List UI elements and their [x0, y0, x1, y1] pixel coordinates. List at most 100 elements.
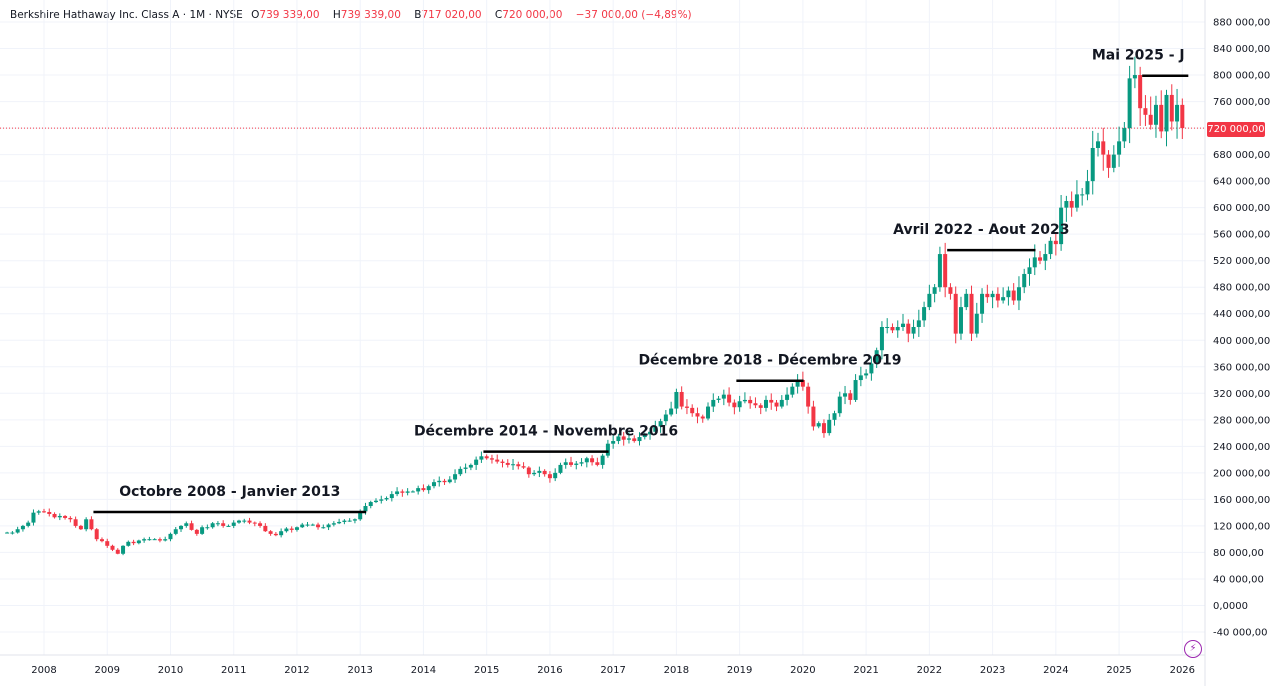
candle-body — [47, 511, 52, 514]
candle-body — [600, 455, 605, 465]
x-tick-label: 2018 — [664, 665, 689, 676]
candle-body — [922, 307, 927, 321]
x-tick-label: 2017 — [600, 665, 625, 676]
candle-body — [437, 480, 442, 483]
candle-body — [669, 408, 674, 415]
y-tick-label: 560 000,00 — [1213, 230, 1270, 241]
y-tick-label: 800 000,00 — [1213, 71, 1270, 82]
candle-body — [690, 407, 695, 414]
y-tick-label: 520 000,00 — [1213, 256, 1270, 267]
candle-body — [221, 523, 226, 526]
candle-body — [337, 521, 342, 524]
symbol-title: Berkshire Hathaway Inc. Class A · 1M · N… — [10, 9, 243, 21]
ohlc-low: B717 020,00 — [414, 9, 486, 21]
candle-body — [563, 462, 568, 465]
y-tick-label: 400 000,00 — [1213, 336, 1270, 347]
candle-body — [579, 462, 584, 464]
candle-body — [995, 293, 1000, 301]
candle-body — [1048, 240, 1053, 255]
candle-body — [969, 293, 974, 334]
candle-body — [626, 438, 631, 440]
candle-body — [658, 421, 663, 427]
candle-body — [642, 434, 647, 438]
candle-body — [247, 520, 252, 523]
candle-body — [368, 502, 373, 507]
candle-body — [1038, 257, 1043, 261]
y-tick-label: 640 000,00 — [1213, 177, 1270, 188]
candle-body — [479, 456, 484, 460]
annotation-label: Octobre 2008 - Janvier 2013 — [119, 484, 340, 500]
candle-body — [1132, 75, 1137, 79]
candle-body — [737, 401, 742, 408]
lightning-icon[interactable]: ⚡ — [1184, 640, 1202, 658]
candle-body — [505, 462, 510, 465]
candle-body — [695, 413, 700, 417]
candle-body — [215, 523, 220, 525]
candle-body — [674, 391, 679, 409]
y-tick-label: 120 000,00 — [1213, 521, 1270, 532]
candle-body — [748, 399, 753, 404]
candle-body — [168, 533, 173, 540]
candle-body — [821, 423, 826, 434]
candle-body — [1032, 257, 1037, 268]
candle-body — [874, 350, 879, 364]
candle-body — [890, 327, 895, 331]
candle-body — [1074, 194, 1079, 208]
candle-body — [511, 464, 516, 466]
ohlc-open: O739 339,00 — [251, 9, 324, 21]
candle-body — [1122, 128, 1127, 142]
candle-body — [843, 393, 848, 397]
candle-body — [52, 513, 57, 518]
y-tick-label: 760 000,00 — [1213, 97, 1270, 108]
candle-body — [94, 529, 99, 540]
x-tick-label: 2023 — [980, 665, 1005, 676]
y-tick-label: 320 000,00 — [1213, 389, 1270, 400]
candle-body — [231, 522, 236, 526]
candle-body — [1127, 78, 1132, 129]
candle-body — [769, 399, 774, 403]
low-label: B — [414, 9, 422, 21]
candle-body — [1180, 104, 1185, 129]
candle-body — [194, 529, 199, 534]
candle-body — [1106, 154, 1111, 168]
candle-body — [389, 494, 394, 499]
candle-body — [706, 406, 711, 419]
candle-body — [526, 467, 531, 475]
candle-body — [1053, 240, 1058, 245]
candle-body — [453, 474, 458, 480]
candle-body — [205, 527, 210, 529]
candle-body — [157, 539, 162, 541]
candle-body — [258, 523, 263, 526]
x-tick-label: 2024 — [1043, 665, 1068, 676]
candle-body — [495, 459, 500, 462]
candle-body — [653, 426, 658, 432]
candle-body — [99, 539, 104, 542]
candle-body — [347, 520, 352, 522]
candle-body — [289, 528, 294, 530]
candle-body — [331, 523, 336, 525]
candle-body — [410, 491, 415, 493]
candle-body — [879, 327, 884, 351]
candle-body — [558, 464, 563, 473]
candle-body — [1001, 297, 1006, 301]
x-tick-label: 2020 — [790, 665, 815, 676]
candle-body — [1090, 147, 1095, 182]
candle-body — [901, 323, 906, 327]
candle-body — [57, 515, 62, 518]
candle-body — [1101, 141, 1106, 155]
candle-body — [1022, 273, 1027, 288]
candle-body — [105, 541, 110, 546]
candle-body — [131, 541, 136, 544]
candle-body — [964, 293, 969, 308]
candle-body — [1011, 290, 1016, 301]
symbol-legend: Berkshire Hathaway Inc. Class A · 1M · N… — [10, 9, 697, 21]
candle-body — [800, 380, 805, 387]
x-tick-label: 2026 — [1170, 665, 1195, 676]
x-tick-label: 2022 — [917, 665, 942, 676]
x-tick-label: 2012 — [284, 665, 309, 676]
candle-body — [727, 394, 732, 403]
candle-body — [363, 506, 368, 512]
candle-body — [1085, 181, 1090, 195]
candle-body — [226, 525, 231, 527]
